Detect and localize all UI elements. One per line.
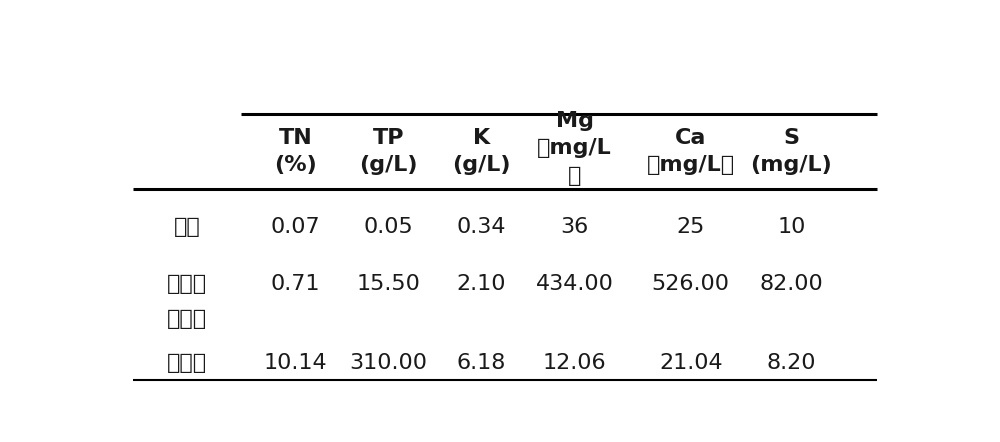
Text: 0.34: 0.34 — [457, 217, 506, 236]
Text: TP: TP — [373, 128, 404, 148]
Text: （mg/L）: （mg/L） — [647, 155, 735, 175]
Text: 10: 10 — [777, 217, 806, 236]
Text: 8.20: 8.20 — [767, 353, 816, 373]
Text: Mg: Mg — [556, 111, 594, 131]
Text: 15.50: 15.50 — [357, 274, 420, 294]
Text: 310.00: 310.00 — [350, 353, 428, 373]
Text: Ca: Ca — [675, 128, 706, 148]
Text: K: K — [473, 128, 490, 148]
Text: 0.05: 0.05 — [364, 217, 413, 236]
Text: 浓缩液: 浓缩液 — [167, 274, 207, 294]
Text: TN: TN — [279, 128, 312, 148]
Text: 原液: 原液 — [174, 217, 200, 236]
Text: 21.04: 21.04 — [659, 353, 723, 373]
Text: 25: 25 — [677, 217, 705, 236]
Text: （mg/L: （mg/L — [537, 138, 612, 158]
Text: (g/L): (g/L) — [359, 155, 418, 175]
Text: 434.00: 434.00 — [536, 274, 613, 294]
Text: ）: ） — [568, 166, 581, 186]
Text: (mg/L): (mg/L) — [751, 155, 832, 175]
Text: 10.14: 10.14 — [264, 353, 327, 373]
Text: 浓度提: 浓度提 — [167, 309, 207, 328]
Text: (g/L): (g/L) — [452, 155, 511, 175]
Text: 0.07: 0.07 — [271, 217, 320, 236]
Text: S: S — [784, 128, 800, 148]
Text: 82.00: 82.00 — [760, 274, 823, 294]
Text: 高倍数: 高倍数 — [167, 353, 207, 373]
Text: 2.10: 2.10 — [457, 274, 506, 294]
Text: 526.00: 526.00 — [652, 274, 730, 294]
Text: 0.71: 0.71 — [271, 274, 320, 294]
Text: 36: 36 — [560, 217, 589, 236]
Text: 6.18: 6.18 — [457, 353, 506, 373]
Text: (%): (%) — [274, 155, 317, 175]
Text: 12.06: 12.06 — [543, 353, 606, 373]
